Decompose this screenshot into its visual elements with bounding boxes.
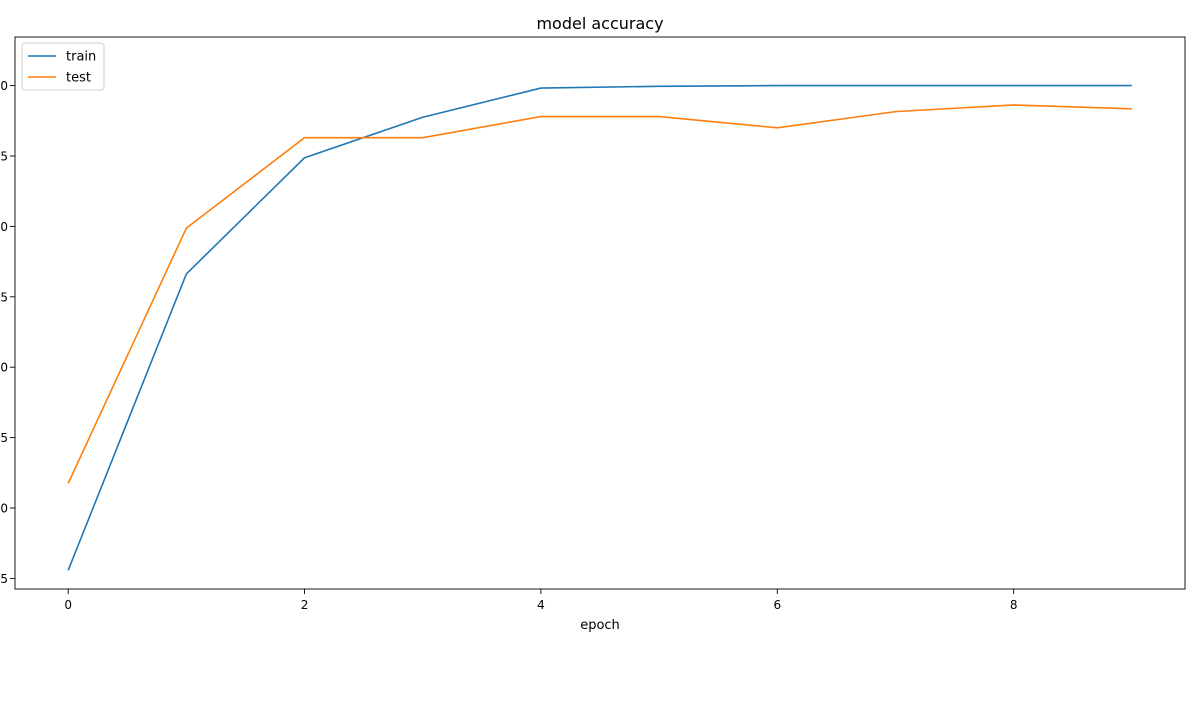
series-line-train bbox=[67, 84, 1132, 571]
plot-frame bbox=[14, 36, 1186, 590]
x-tick-label-2: 2 bbox=[301, 598, 309, 612]
plot-area: 0 2 4 6 8 5 0 5 0 5 0 5 0 train test bbox=[0, 36, 1186, 612]
y-tick-label-0: 5 bbox=[0, 572, 8, 586]
chart-title: model accuracy bbox=[536, 14, 663, 33]
y-tick-label-7: 0 bbox=[0, 79, 8, 93]
legend-label-train: train bbox=[66, 50, 96, 65]
legend-label-test: test bbox=[66, 71, 91, 86]
y-tick-label-3: 0 bbox=[0, 361, 8, 375]
y-tick-label-6: 5 bbox=[0, 149, 8, 163]
legend-box bbox=[21, 42, 105, 91]
x-axis-label: epoch bbox=[580, 618, 620, 633]
y-tick-label-1: 0 bbox=[0, 502, 8, 516]
y-tick-label-4: 5 bbox=[0, 290, 8, 304]
x-tick-label-4: 4 bbox=[537, 598, 545, 612]
series-line-test bbox=[67, 104, 1132, 484]
y-tick-label-2: 5 bbox=[0, 431, 8, 445]
y-tick-label-5: 0 bbox=[0, 220, 8, 234]
x-tick-label-0: 0 bbox=[64, 598, 72, 612]
x-tick-label-8: 8 bbox=[1010, 598, 1018, 612]
x-tick-label-6: 6 bbox=[773, 598, 781, 612]
